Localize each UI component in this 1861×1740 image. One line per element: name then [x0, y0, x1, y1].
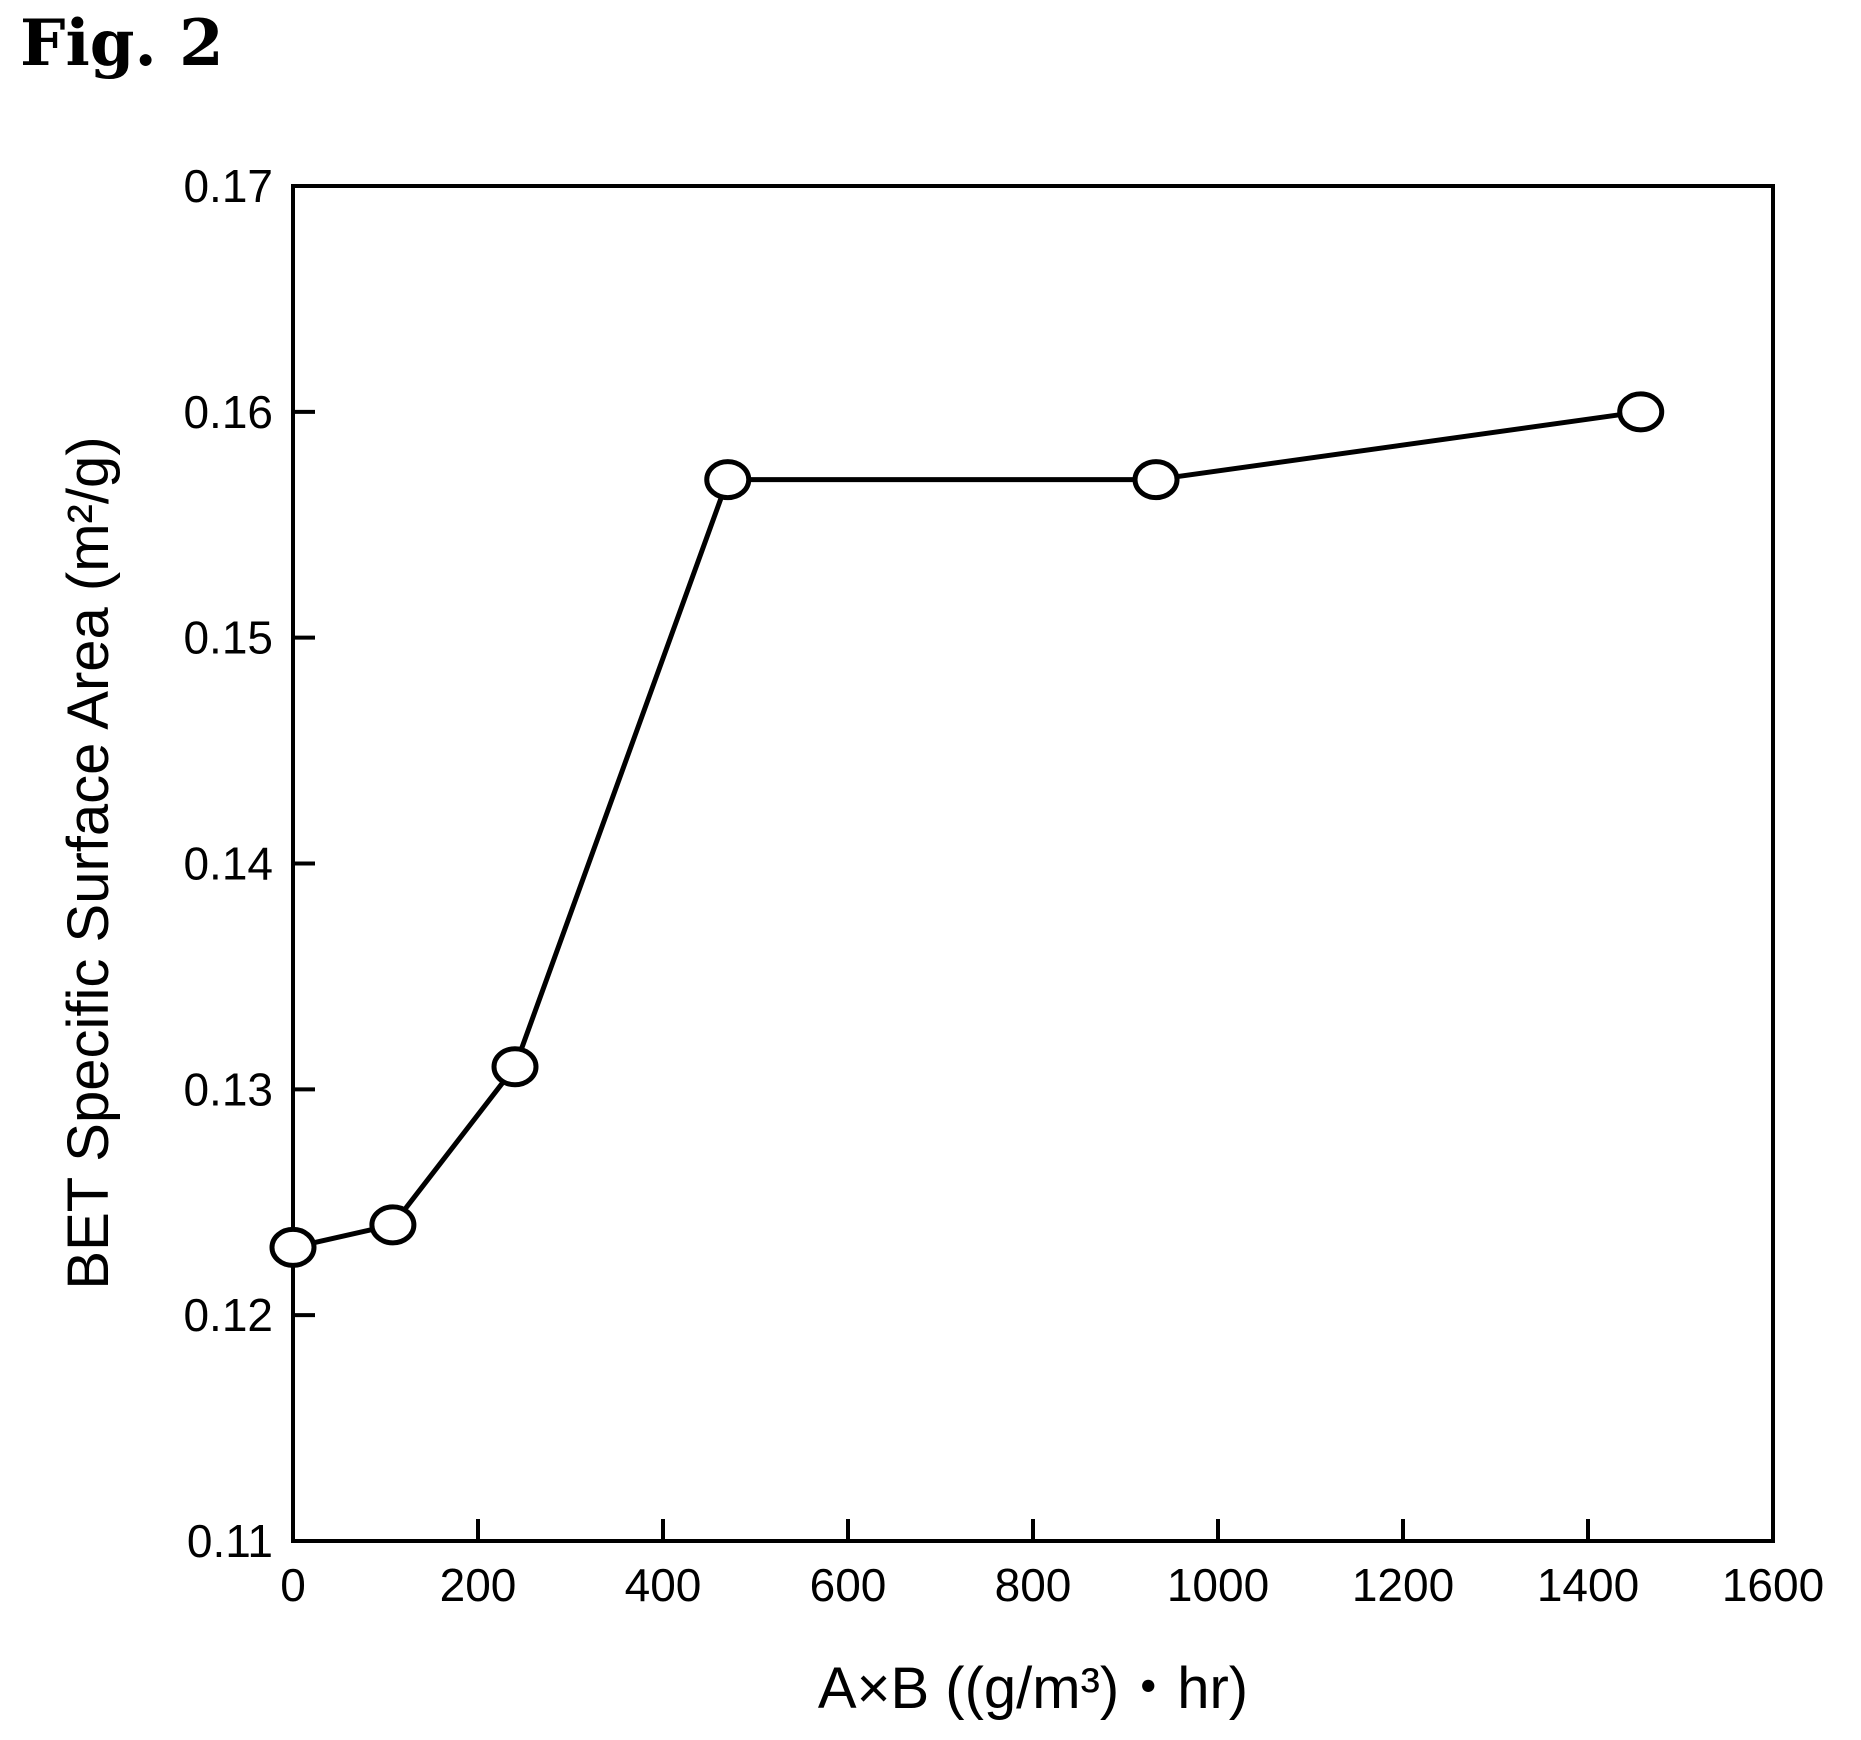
x-tick-label: 800 — [995, 1559, 1072, 1611]
data-point — [369, 1204, 417, 1246]
x-axis-title: A×B ((g/m³)・hr) — [818, 1656, 1248, 1721]
series-layer — [269, 391, 1665, 1268]
x-axis-ticks — [291, 1519, 1775, 1541]
x-tick-label: 1200 — [1352, 1559, 1454, 1611]
y-tick-label: 0.15 — [183, 612, 273, 664]
data-point — [491, 1046, 539, 1088]
x-tick-label: 1400 — [1537, 1559, 1639, 1611]
x-tick-label: 400 — [625, 1559, 702, 1611]
y-tick-label: 0.11 — [187, 1515, 273, 1567]
data-point — [269, 1226, 317, 1268]
data-point — [704, 459, 752, 501]
data-point — [1132, 459, 1180, 501]
x-axis-tick-labels: 0 200 400 600 800 1000 1200 1400 1600 — [280, 1559, 1824, 1611]
y-tick-label: 0.14 — [183, 838, 273, 890]
plot-frame — [291, 184, 1775, 1543]
data-point — [1617, 391, 1665, 433]
y-axis-title: BET Specific Surface Area (m²/g) — [56, 436, 121, 1289]
x-tick-label: 1600 — [1722, 1559, 1824, 1611]
x-tick-label: 200 — [440, 1559, 517, 1611]
y-tick-label: 0.17 — [183, 160, 273, 212]
y-tick-label: 0.12 — [183, 1289, 273, 1341]
x-tick-label: 1000 — [1167, 1559, 1269, 1611]
y-tick-label: 0.16 — [183, 386, 273, 438]
x-tick-label: 600 — [810, 1559, 887, 1611]
figure-label: Fig. 2 — [20, 6, 224, 81]
x-tick-label: 0 — [280, 1559, 306, 1611]
series-line — [292, 409, 1642, 1250]
y-axis-ticks — [293, 184, 315, 1543]
y-tick-label: 0.13 — [183, 1063, 273, 1115]
y-axis-tick-labels: 0.11 0.12 0.13 0.14 0.15 0.16 0.17 — [183, 160, 273, 1567]
